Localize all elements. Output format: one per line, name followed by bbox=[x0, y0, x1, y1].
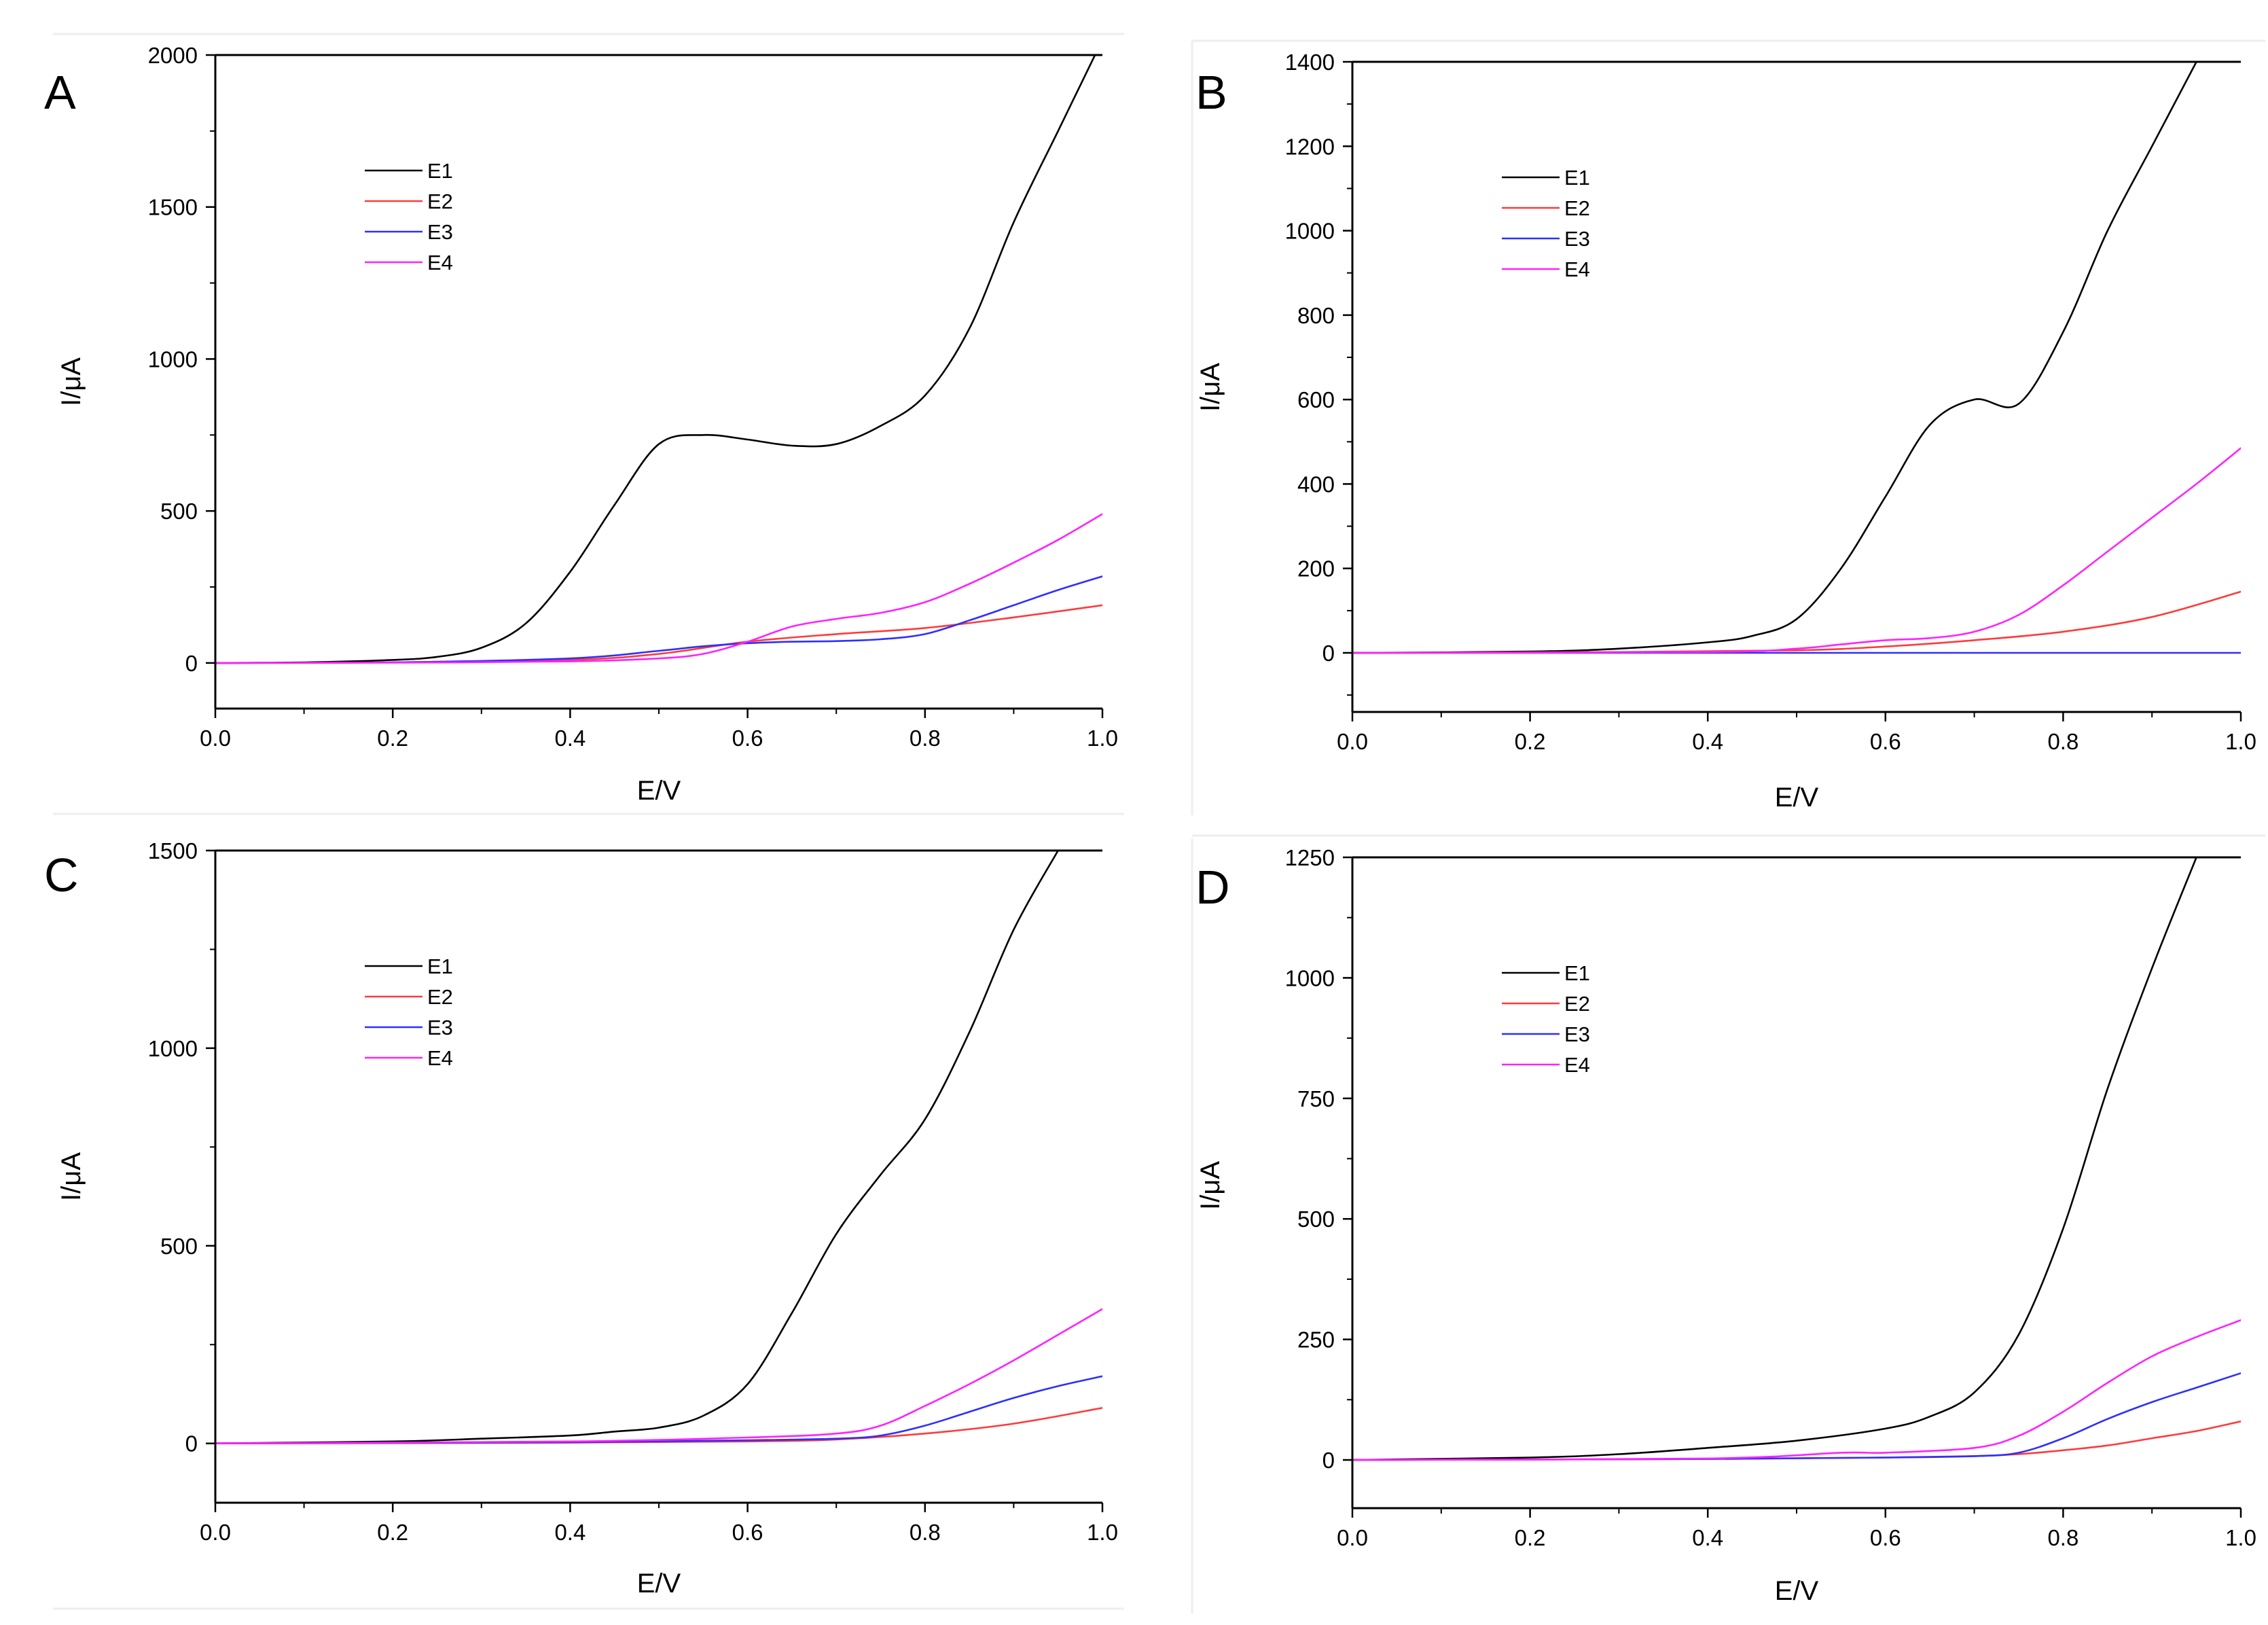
y-axis-title: I/μA bbox=[1195, 363, 1225, 412]
x-tick-label: 0.2 bbox=[377, 1520, 408, 1545]
x-tick-label: 0.8 bbox=[2047, 1525, 2078, 1550]
y-tick-label: 1000 bbox=[1285, 965, 1335, 990]
legend-label-e1: E1 bbox=[1564, 166, 1590, 190]
x-tick-label: 0.8 bbox=[2047, 729, 2078, 754]
y-tick-label: 0 bbox=[1322, 641, 1335, 666]
panel-a: A 0.0 0.2 0.4 0.6 0.8 1.0 0 500 1000 1500 2000 E/V I/… bbox=[44, 43, 1118, 806]
x-tick-label: 0.6 bbox=[1870, 729, 1901, 754]
series-line-e4 bbox=[215, 513, 1102, 664]
y-tick-label: 750 bbox=[1297, 1086, 1335, 1111]
x-tick-label: 0.2 bbox=[1515, 1525, 1546, 1550]
legend-label-e4: E4 bbox=[1564, 257, 1590, 281]
x-axis-title: E/V bbox=[1775, 1576, 1819, 1606]
x-tick-label: 1.0 bbox=[2225, 729, 2256, 754]
panel-c: C 0.0 0.2 0.4 0.6 0.8 1.0 0 500 1000 1500 E/V I/μA E1… bbox=[44, 838, 1118, 1599]
x-tick-label: 0.0 bbox=[1337, 1525, 1368, 1550]
series-group bbox=[1352, 857, 2241, 1461]
panel-letter: B bbox=[1195, 66, 1227, 119]
x-tick-label: 0.4 bbox=[1692, 729, 1723, 754]
series-line-e3 bbox=[215, 575, 1102, 664]
y-tick-label: 0 bbox=[185, 651, 198, 676]
x-tick-label: 0.2 bbox=[1515, 729, 1546, 754]
y-tick-label: 500 bbox=[160, 1234, 198, 1259]
y-tick-label: 500 bbox=[160, 499, 198, 524]
legend-label-e1: E1 bbox=[427, 159, 453, 183]
y-tick-label: 1400 bbox=[1285, 50, 1335, 75]
x-tick-label: 1.0 bbox=[1087, 726, 1118, 751]
x-tick-label: 0.8 bbox=[910, 1520, 941, 1545]
x-tick-label: 0.6 bbox=[732, 726, 763, 751]
series-line-e1 bbox=[215, 55, 1096, 664]
x-tick-label: 1.0 bbox=[2225, 1525, 2256, 1550]
legend: E1 E2 E3 E4 bbox=[1502, 166, 1590, 281]
x-tick-label: 0.2 bbox=[377, 726, 408, 751]
series-group bbox=[215, 55, 1102, 664]
x-tick-label: 0.0 bbox=[1337, 729, 1368, 754]
legend-label-e4: E4 bbox=[427, 1046, 453, 1070]
y-axis-title: I/μA bbox=[56, 1152, 86, 1201]
panel-letter: C bbox=[44, 849, 79, 901]
series-line-e4 bbox=[1352, 1319, 2241, 1461]
x-tick-label: 0.6 bbox=[732, 1520, 763, 1545]
x-tick-label: 0.6 bbox=[1870, 1525, 1901, 1550]
y-tick-label: 1200 bbox=[1285, 134, 1335, 159]
y-tick-label: 1250 bbox=[1285, 845, 1335, 870]
panel-letter: D bbox=[1195, 861, 1230, 914]
panel-b: B 0.0 0.2 0.4 0.6 0.8 1.0 0 200 400 600 800 1000 1200… bbox=[1195, 50, 2256, 812]
legend: E1 E2 E3 E4 bbox=[365, 159, 453, 274]
series-group bbox=[215, 851, 1102, 1444]
legend-label-e3: E3 bbox=[1564, 1022, 1590, 1046]
x-tick-label: 1.0 bbox=[1087, 1520, 1118, 1545]
x-tick-label: 0.0 bbox=[200, 726, 231, 751]
y-tick-label: 600 bbox=[1297, 387, 1335, 412]
y-axis-title: I/μA bbox=[1195, 1161, 1225, 1210]
y-tick-label: 0 bbox=[1322, 1448, 1335, 1473]
series-line-e4 bbox=[1352, 447, 2241, 654]
series-group bbox=[1352, 62, 2241, 654]
legend-label-e2: E2 bbox=[1564, 992, 1590, 1016]
legend-label-e3: E3 bbox=[427, 220, 453, 244]
y-axis-title: I/μA bbox=[56, 357, 86, 406]
x-tick-label: 0.4 bbox=[554, 726, 586, 751]
legend-label-e2: E2 bbox=[1564, 196, 1590, 220]
y-tick-label: 0 bbox=[185, 1431, 198, 1457]
y-tick-label: 1000 bbox=[148, 1036, 198, 1061]
y-tick-label: 1500 bbox=[148, 195, 198, 220]
panels: A0.0 0.2 0.4 0.6 0.8 1.00500100015002000E/VI/… bbox=[44, 43, 2256, 1606]
y-tick-label: 400 bbox=[1297, 471, 1335, 497]
y-tick-label: 200 bbox=[1297, 556, 1335, 582]
y-tick-label: 250 bbox=[1297, 1327, 1335, 1353]
series-line-e1 bbox=[1352, 857, 2197, 1461]
y-tick-label: 2000 bbox=[148, 43, 198, 68]
y-tick-label: 800 bbox=[1297, 303, 1335, 328]
legend-label-e4: E4 bbox=[1564, 1053, 1590, 1077]
series-line-e4 bbox=[215, 1308, 1102, 1444]
legend: E1 E2 E3 E4 bbox=[1502, 961, 1590, 1077]
legend-label-e2: E2 bbox=[427, 190, 453, 213]
y-tick-label: 1000 bbox=[1285, 219, 1335, 244]
legend-label-e3: E3 bbox=[1564, 227, 1590, 251]
x-tick-label: 0.4 bbox=[1692, 1525, 1723, 1550]
legend-label-e2: E2 bbox=[427, 985, 453, 1009]
legend-label-e1: E1 bbox=[427, 954, 453, 978]
y-tick-label: 500 bbox=[1297, 1207, 1335, 1232]
legend-label-e4: E4 bbox=[427, 251, 453, 274]
legend-label-e3: E3 bbox=[427, 1016, 453, 1039]
x-axis-title: E/V bbox=[1775, 783, 1819, 812]
y-tick-label: 1000 bbox=[148, 346, 198, 372]
x-tick-label: 0.8 bbox=[910, 726, 941, 751]
panel-letter: A bbox=[44, 66, 76, 119]
legend: E1 E2 E3 E4 bbox=[365, 954, 453, 1070]
panel-d: D 0.0 0.2 0.4 0.6 0.8 1.0 0 250 500 750 1000 1250 E/V… bbox=[1195, 845, 2256, 1606]
x-tick-label: 0.4 bbox=[554, 1520, 586, 1545]
x-tick-label: 0.0 bbox=[200, 1520, 231, 1545]
x-axis-title: E/V bbox=[637, 1569, 681, 1599]
y-tick-label: 1500 bbox=[148, 838, 198, 863]
x-axis-title: E/V bbox=[637, 776, 681, 806]
legend-label-e1: E1 bbox=[1564, 961, 1590, 985]
series-line-e1 bbox=[215, 851, 1059, 1444]
series-line-e1 bbox=[1352, 62, 2197, 654]
